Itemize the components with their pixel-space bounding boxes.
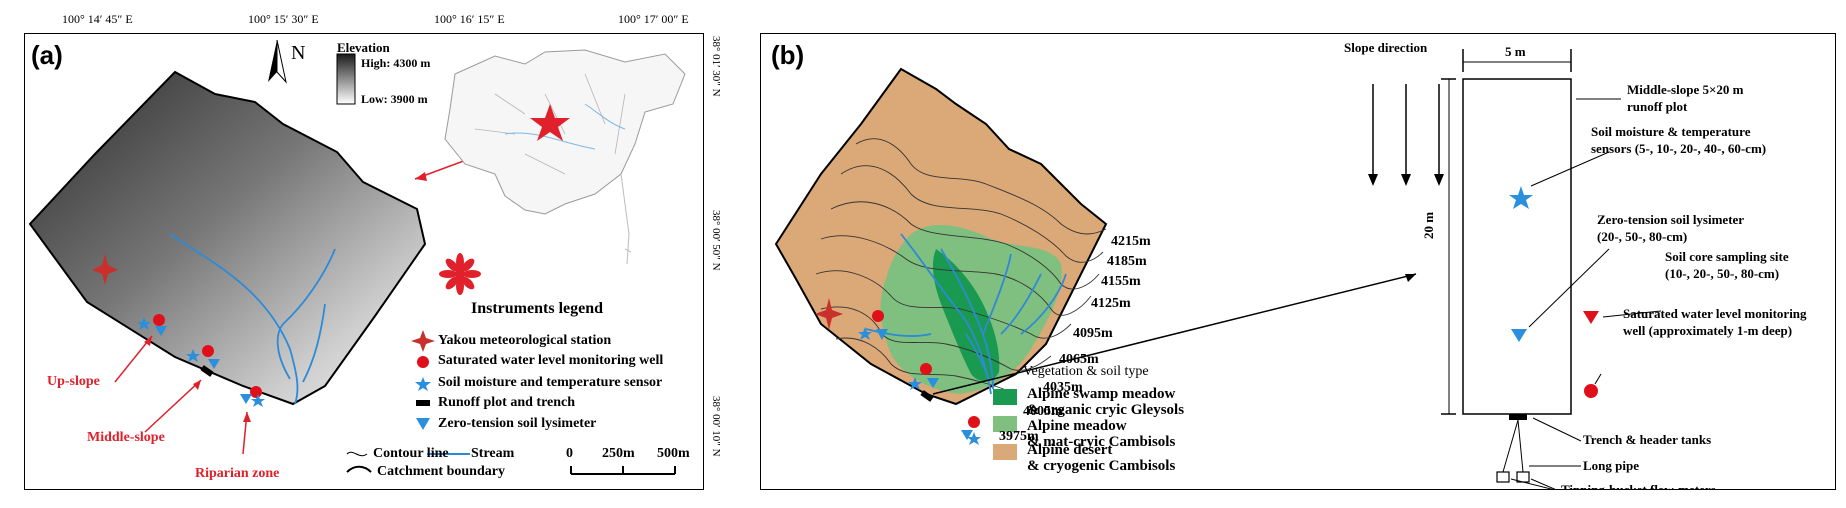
veg-desert-line1: Alpine desert	[1027, 442, 1113, 458]
contour-4155: 4155m	[1101, 274, 1141, 289]
legend-lysimeter-icon	[416, 418, 430, 430]
plot-height-label: 20 m	[1421, 211, 1436, 239]
streams-b	[865, 233, 1067, 395]
core-sampling-icon	[1583, 311, 1599, 324]
well-label-line2: well (approximately 1-m deep)	[1623, 323, 1793, 338]
coord-lat-3: 38° 00′ 10″ N	[710, 396, 722, 457]
plot-title-line2: runoff plot	[1627, 99, 1688, 114]
legend-met-label: Yakou meteorological station	[438, 333, 612, 348]
pipe-label: Long pipe	[1583, 458, 1639, 473]
veg-desert-line2: & cryogenic Cambisols	[1027, 458, 1176, 474]
lysimeter-label-line2: (20-, 50-, 80-cm)	[1597, 229, 1688, 244]
veg-meadow-line1: Alpine meadow	[1027, 418, 1127, 434]
up-slope-label: Up-slope	[47, 374, 100, 389]
coord-lat-2: 38° 00′ 50″ N	[710, 210, 722, 271]
contour-4215: 4215m	[1111, 234, 1151, 249]
legend-runoff-icon	[416, 400, 430, 406]
plot-lysimeter-icon	[1511, 329, 1527, 342]
veg-meadow-line2: & mat-cryic Cambisols	[1027, 434, 1176, 450]
panel-b-diagram: (b) 4215m 4185m 4155m 4125m 4095m 4065m …	[760, 33, 1836, 490]
scale-0: 0	[566, 446, 573, 461]
swatch-swamp	[993, 389, 1017, 405]
stream-legend-label: Stream	[471, 446, 515, 461]
elevation-low: Low: 3900 m	[361, 92, 428, 106]
trench-icon	[1509, 414, 1527, 420]
plot-width-label: 5 m	[1505, 44, 1526, 59]
panel-b-graphics	[774, 49, 1662, 489]
legend-runoff-label: Runoff plot and trench	[438, 395, 576, 410]
sensor-label-line1: Soil moisture & temperature	[1591, 124, 1751, 139]
slope-arrows	[1372, 84, 1440, 174]
veg-swamp-line2: & organic cryic Gleysols	[1027, 402, 1185, 418]
well-label-line1: Saturated water level monitoring	[1623, 306, 1807, 321]
contour-4095: 4095m	[1073, 326, 1113, 341]
tipping-bucket-label: Tipping-bucket flow-meters	[1561, 482, 1716, 490]
veg-legend-title: Vegetation & soil type	[1023, 364, 1149, 379]
coord-lon-1: 100° 14′ 45″ E	[62, 12, 133, 26]
swatch-desert	[993, 444, 1017, 460]
scale-500: 500m	[657, 446, 690, 461]
contour-lines	[815, 138, 1107, 391]
legend-sensor-icon	[415, 377, 431, 391]
panel-a-graphics	[28, 39, 686, 475]
instruments-decor-icon	[439, 253, 481, 295]
lysimeter-label-line1: Zero-tension soil lysimeter	[1597, 212, 1745, 227]
plot-title-line1: Middle-slope 5×20 m	[1627, 82, 1744, 97]
boundary-legend-label: Catchment boundary	[377, 464, 505, 479]
contour-4185: 4185m	[1107, 254, 1147, 269]
legend-well-icon	[417, 356, 429, 368]
contour-4035: 4035m	[1043, 380, 1083, 395]
plot-sensor-icon	[1509, 186, 1533, 209]
streams	[169, 233, 336, 405]
flow-meter-icon-1	[1496, 471, 1510, 483]
contour-4065: 4065m	[1059, 352, 1099, 367]
legend-sensor-label: Soil moisture and temperature sensor	[438, 375, 663, 390]
trench-label: Trench & header tanks	[1583, 432, 1712, 447]
contour-4005: 4005m	[1023, 404, 1063, 419]
catchment-dem	[28, 70, 427, 406]
riparian-zone-label: Riparian zone	[195, 466, 280, 481]
contour-4125: 4125m	[1091, 296, 1131, 311]
panel-b-label: (b)	[771, 40, 805, 70]
north-label: N	[291, 42, 306, 64]
china-inset-map	[444, 49, 686, 265]
legend-lysimeter-label: Zero-tension soil lysimeter	[438, 416, 597, 431]
runoff-plot-rect	[1462, 78, 1572, 415]
elevation-title: Elevation	[337, 40, 390, 55]
instruments-legend-title: Instruments legend	[471, 300, 604, 317]
coord-lon-3: 100° 16′ 15″ E	[434, 12, 505, 26]
location-star	[530, 104, 570, 141]
swamp-meadow-area	[932, 249, 1000, 382]
middle-slope-label: Middle-slope	[87, 430, 165, 445]
panel-a-label: (a)	[31, 40, 63, 70]
core-label-line1: Soil core sampling site	[1665, 249, 1789, 264]
panel-a-map: (a) N Elevation High: 4300 m Low: 3900 m…	[24, 33, 704, 490]
met-station-marker	[92, 254, 118, 285]
sensor-label-line2: sensors (5-, 10-, 20-, 40-, 60-cm)	[1591, 141, 1767, 156]
swatch-meadow	[993, 416, 1017, 432]
core-label-line2: (10-, 20-, 50-, 80-cm)	[1665, 266, 1780, 281]
contour-3975: 3975m	[999, 429, 1039, 444]
scale-250: 250m	[602, 446, 635, 461]
legend-met-icon	[411, 330, 435, 352]
coord-lat-1: 38° 01′ 30″ N	[710, 36, 722, 97]
contour-legend-label: Contour line	[373, 446, 449, 461]
legend-well-label: Saturated water level monitoring well	[438, 353, 664, 368]
elevation-high: High: 4300 m	[361, 56, 431, 70]
coord-lon-4: 100° 17′ 00″ E	[618, 12, 689, 26]
slope-direction-label: Slope direction	[1344, 40, 1428, 55]
coord-lon-2: 100° 15′ 30″ E	[248, 12, 319, 26]
plot-well-icon	[1584, 384, 1598, 398]
veg-swamp-line1: Alpine swamp meadow	[1027, 386, 1176, 402]
